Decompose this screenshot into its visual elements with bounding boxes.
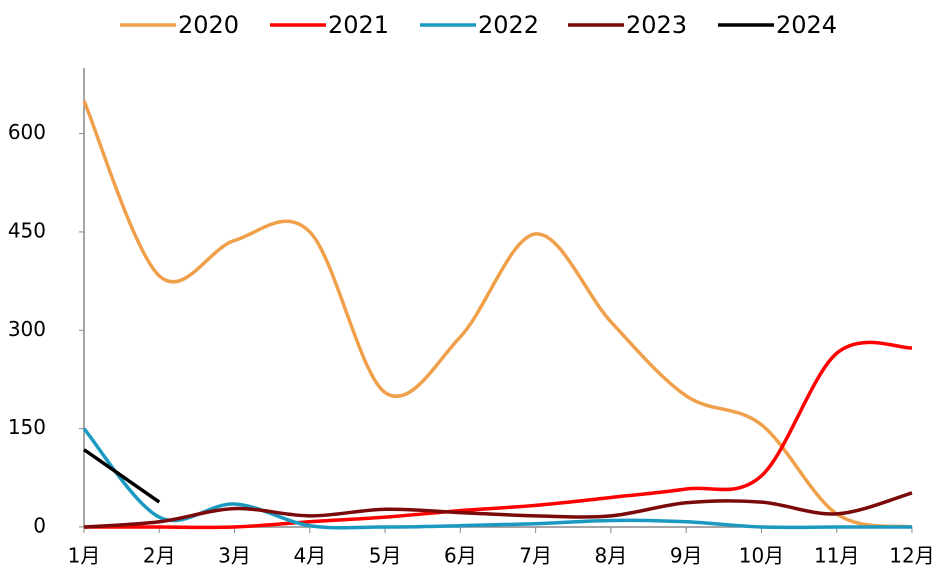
x-tick-label: 12月 [889, 544, 934, 568]
x-tick-label: 6月 [444, 544, 477, 568]
legend-label: 2023 [626, 11, 687, 39]
x-tick-label: 10月 [739, 544, 784, 568]
y-tick-label: 300 [8, 317, 46, 341]
x-tick-label: 7月 [519, 544, 552, 568]
series-line [84, 340, 913, 530]
series-line [82, 100, 913, 529]
y-tick-label: 150 [8, 415, 46, 439]
legend-label: 2021 [328, 11, 389, 39]
x-tick-label: 8月 [595, 544, 628, 568]
y-tick-label: 600 [8, 120, 46, 144]
y-tick-label: 0 [33, 514, 46, 538]
x-tick-label: 9月 [670, 544, 703, 568]
x-tick-label: 5月 [369, 544, 402, 568]
legend-label: 2024 [776, 11, 837, 39]
x-tick-label: 11月 [814, 544, 859, 568]
y-tick-label: 450 [8, 218, 46, 242]
x-tick-label: 4月 [293, 544, 326, 568]
x-tick-label: 1月 [68, 544, 101, 568]
series-line [82, 427, 912, 530]
x-tick-label: 3月 [218, 544, 251, 568]
series-line [82, 448, 161, 504]
legend-label: 2020 [178, 11, 239, 39]
series-line [83, 491, 913, 529]
legend-label: 2022 [478, 11, 539, 39]
x-tick-label: 2月 [143, 544, 176, 568]
